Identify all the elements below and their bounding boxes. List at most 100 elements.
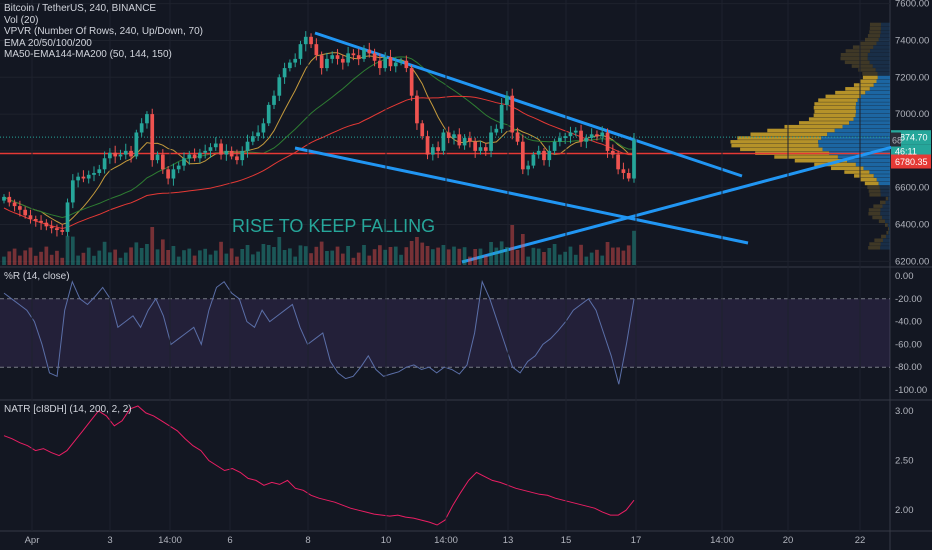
volume-bar — [452, 246, 456, 265]
candle-body — [383, 57, 388, 69]
candle-body — [160, 154, 165, 170]
volume-bar — [208, 254, 213, 265]
vpvr-bar-down — [865, 90, 890, 95]
volume-bar — [510, 225, 515, 265]
candle-body — [626, 172, 631, 179]
vpvr-bar-down — [882, 215, 890, 220]
volume-bar — [330, 250, 335, 265]
volume-bar — [319, 241, 324, 265]
volume-bar — [266, 245, 271, 265]
candle-body — [415, 95, 419, 124]
candle-body — [166, 169, 170, 179]
vpvr-bar-down — [880, 30, 890, 34]
volume-bar — [139, 248, 144, 265]
volume-bar — [250, 254, 255, 265]
partial-price-tag: 68 — [892, 136, 902, 146]
wr-tick-label: 0.00 — [895, 271, 914, 282]
vpvr-bar-up — [831, 166, 864, 171]
volume-bar — [446, 249, 451, 265]
volume-bar — [362, 245, 366, 265]
time-tick-label: 3 — [107, 535, 112, 546]
volume-bar — [573, 254, 578, 265]
vpvr-bar-up — [862, 75, 878, 80]
vpvr-bar-up — [859, 41, 877, 46]
candle-body — [155, 154, 160, 161]
vpvr-bar-down — [855, 102, 890, 106]
vpvr-bar-up — [794, 159, 848, 163]
volume-bar — [393, 246, 398, 265]
candle-body — [515, 132, 520, 142]
volume-bar — [129, 247, 133, 265]
vpvr-bar-down — [869, 87, 890, 91]
candle-body — [621, 169, 626, 173]
volume-bar — [526, 256, 530, 265]
volume-bar — [531, 247, 536, 265]
vpvr-bar-up — [814, 102, 856, 106]
vpvr-bar-up — [878, 219, 885, 224]
vpvr-bar-up — [840, 56, 868, 61]
ma-line — [3, 95, 635, 230]
trend-line — [461, 143, 901, 264]
vpvr-bar-down — [855, 113, 890, 118]
current-price-tag: 6874.70 — [895, 133, 928, 143]
candle-body — [600, 132, 605, 137]
volume-bar — [224, 253, 229, 265]
candle-body — [198, 152, 202, 159]
candle-body — [378, 60, 382, 69]
volume-bar — [579, 244, 583, 265]
vpvr-bar-down — [879, 185, 890, 189]
natr-tick-label: 2.00 — [895, 505, 914, 516]
volume-bar — [340, 253, 345, 265]
volume-bar — [552, 244, 557, 265]
vpvr-bar-up — [881, 234, 886, 239]
candle-body — [452, 134, 456, 139]
volume-bar — [81, 252, 86, 265]
vpvr-bar-up — [869, 30, 881, 34]
vpvr-bar-down — [876, 177, 890, 182]
vpvr-bar-up — [784, 124, 843, 129]
vpvr-bar-up — [835, 90, 866, 95]
volume-bar — [303, 246, 308, 265]
candle-body — [86, 174, 91, 179]
vpvr-bar-up — [767, 128, 835, 133]
price-tick-label: 6600.00 — [895, 183, 929, 194]
volume-bar — [468, 256, 472, 265]
vpvr-bar-up — [813, 106, 856, 110]
candle-body — [420, 123, 425, 137]
vpvr-bar-up — [869, 26, 881, 30]
vpvr-bar-down — [855, 109, 890, 114]
candle-body — [240, 150, 245, 161]
volume-bar — [462, 247, 467, 265]
volume-bar — [176, 256, 181, 265]
volume-bar — [388, 247, 393, 265]
chart-legend: Bitcoin / TetherUS, 240, BINANCE Vol (20… — [4, 3, 203, 61]
candle-body — [568, 132, 573, 137]
candle-body — [76, 176, 80, 181]
vpvr-indicator-label: VPVR (Number Of Rows, 240, Up/Down, 70) — [4, 26, 203, 37]
candle-body — [7, 196, 12, 203]
candles — [2, 31, 636, 237]
vpvr-bar-up — [731, 143, 819, 148]
volume-bar — [134, 242, 139, 265]
candle-body — [372, 53, 377, 61]
candle-body — [404, 60, 409, 69]
candle-body — [39, 220, 43, 223]
price-tick-label: 7000.00 — [895, 109, 929, 120]
volume-bar — [235, 256, 239, 265]
candle-body — [399, 60, 403, 63]
volume-bar — [76, 255, 80, 265]
candle-body — [589, 134, 594, 139]
candle-body — [505, 95, 509, 105]
time-tick-label: 15 — [561, 535, 572, 546]
vpvr-bar-down — [880, 246, 890, 250]
volume-bar — [2, 256, 6, 265]
time-tick-label: 17 — [631, 535, 642, 546]
volume-bar — [436, 247, 440, 265]
vpvr-bar-down — [880, 189, 890, 193]
vpvr-bar-up — [774, 155, 838, 159]
wr-tick-label: -60.00 — [895, 339, 922, 350]
ema-line — [3, 56, 634, 219]
candle-body — [462, 138, 467, 146]
candle-body — [235, 156, 239, 161]
